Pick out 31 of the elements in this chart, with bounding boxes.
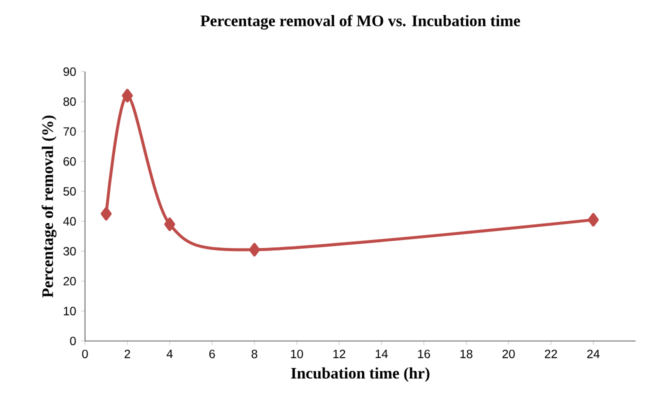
x-tick-label: 18 (460, 350, 472, 358)
x-tick-label: 22 (544, 350, 558, 358)
x-tick-label: 14 (376, 350, 388, 358)
point (164, 217, 176, 232)
y-tick-label: 10 (64, 306, 76, 316)
x-tick-label: 12 (333, 350, 346, 358)
y-tick-label: 30 (63, 246, 76, 256)
chart-title: Percentage removal of MO vs. Incubation time (200, 14, 520, 30)
x-tick-label: 24 (587, 350, 600, 358)
x-axis-title: Incubation time (hr) (291, 367, 430, 382)
x-tick-label: 0 (82, 350, 88, 358)
x-tick-label: 6 (209, 350, 215, 358)
x-tick-label: 16 (418, 350, 430, 358)
x-tick-label: 10 (291, 350, 304, 358)
x-tick-label: 4 (166, 350, 173, 358)
point (100, 207, 112, 221)
y-tick-label: 40 (63, 217, 76, 226)
y-tick-label: 60 (64, 157, 76, 166)
x-tick-label: 8 (252, 350, 258, 358)
x-tick-label: 20 (502, 350, 515, 358)
y-tick-label: 80 (63, 97, 76, 106)
point (588, 212, 599, 227)
y-tick-label: 50 (63, 187, 76, 196)
y-tick-label: 90 (64, 67, 76, 76)
x-tick-label: 2 (124, 350, 130, 358)
y-axis-title: Percentage of removal (%) (42, 116, 56, 298)
y-tick-label: 0 (70, 336, 76, 346)
point (122, 88, 133, 102)
y-tick-label: 20 (64, 276, 76, 286)
point (248, 242, 260, 257)
y-tick-label: 70 (64, 127, 76, 136)
